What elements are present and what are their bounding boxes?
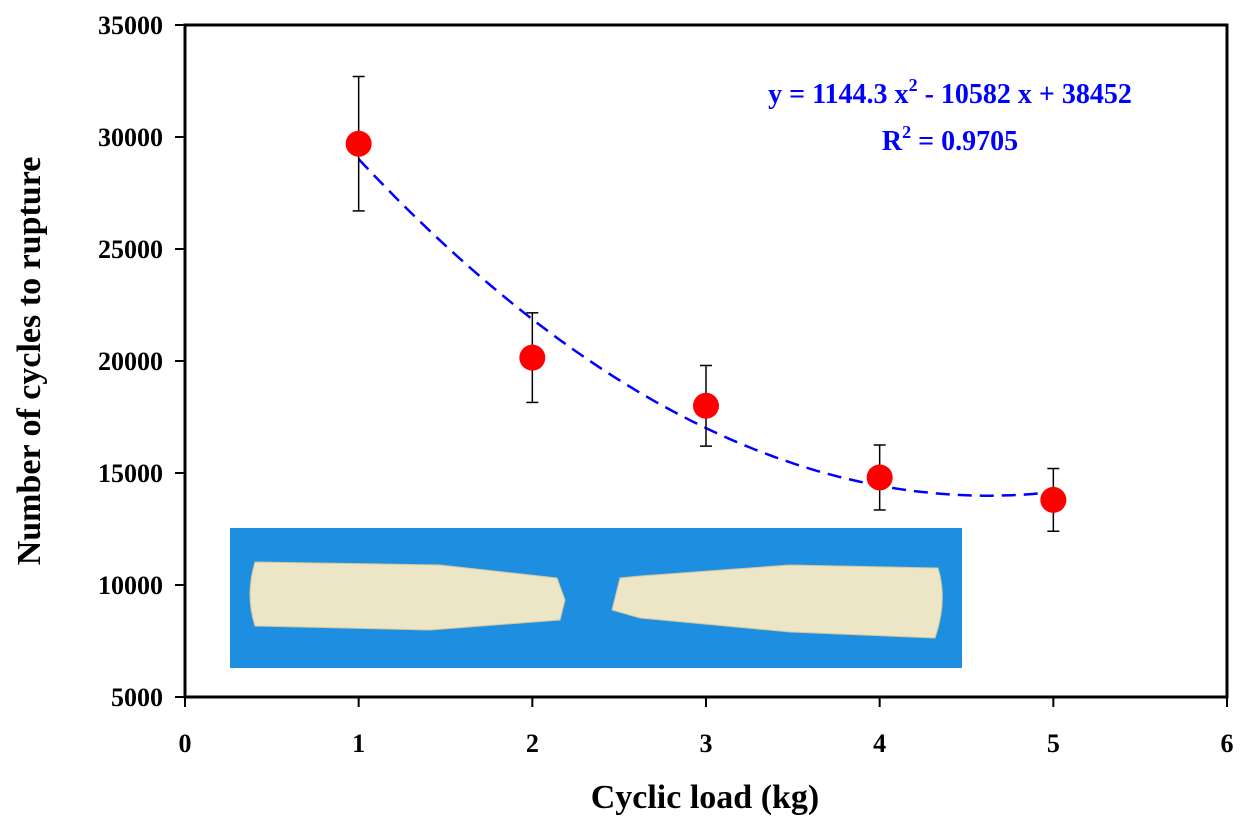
inset-photo [230, 528, 962, 668]
data-point [345, 130, 372, 157]
trend-equation-part: y = 1144.3 x [768, 79, 908, 110]
trend-equation: y = 1144.3 x2 - 10582 x + 38452 [768, 75, 1132, 110]
y-tick-label: 15000 [98, 459, 163, 488]
y-tick-label: 25000 [98, 235, 163, 264]
y-tick-label: 20000 [98, 347, 163, 376]
x-tick-label: 4 [873, 729, 886, 758]
x-axis-label: Cyclic load (kg) [591, 779, 820, 816]
y-tick-label: 5000 [111, 683, 163, 712]
x-tick-label: 3 [700, 729, 713, 758]
trend-equation-part: - 10582 x + 38452 [918, 79, 1132, 110]
x-tick-label: 2 [526, 729, 539, 758]
data-point [519, 344, 546, 371]
data-point [1040, 486, 1067, 513]
y-tick-label: 10000 [98, 571, 163, 600]
r-squared-part: R [882, 126, 903, 157]
x-tick-label: 6 [1221, 729, 1234, 758]
data-point [693, 392, 719, 419]
r-squared: R2 = 0.9705 [882, 122, 1018, 157]
data-point [866, 464, 893, 491]
y-axis-label: Number of cycles to rupture [11, 157, 48, 566]
x-tick-label: 5 [1047, 729, 1060, 758]
x-tick-label: 1 [352, 729, 365, 758]
trend-equation-part: 2 [909, 75, 918, 95]
r-squared-part: = 0.9705 [911, 126, 1018, 157]
y-tick-label: 35000 [98, 11, 163, 40]
r-squared-part: 2 [902, 122, 911, 142]
y-tick-label: 30000 [98, 123, 163, 152]
x-tick-label: 0 [179, 729, 192, 758]
